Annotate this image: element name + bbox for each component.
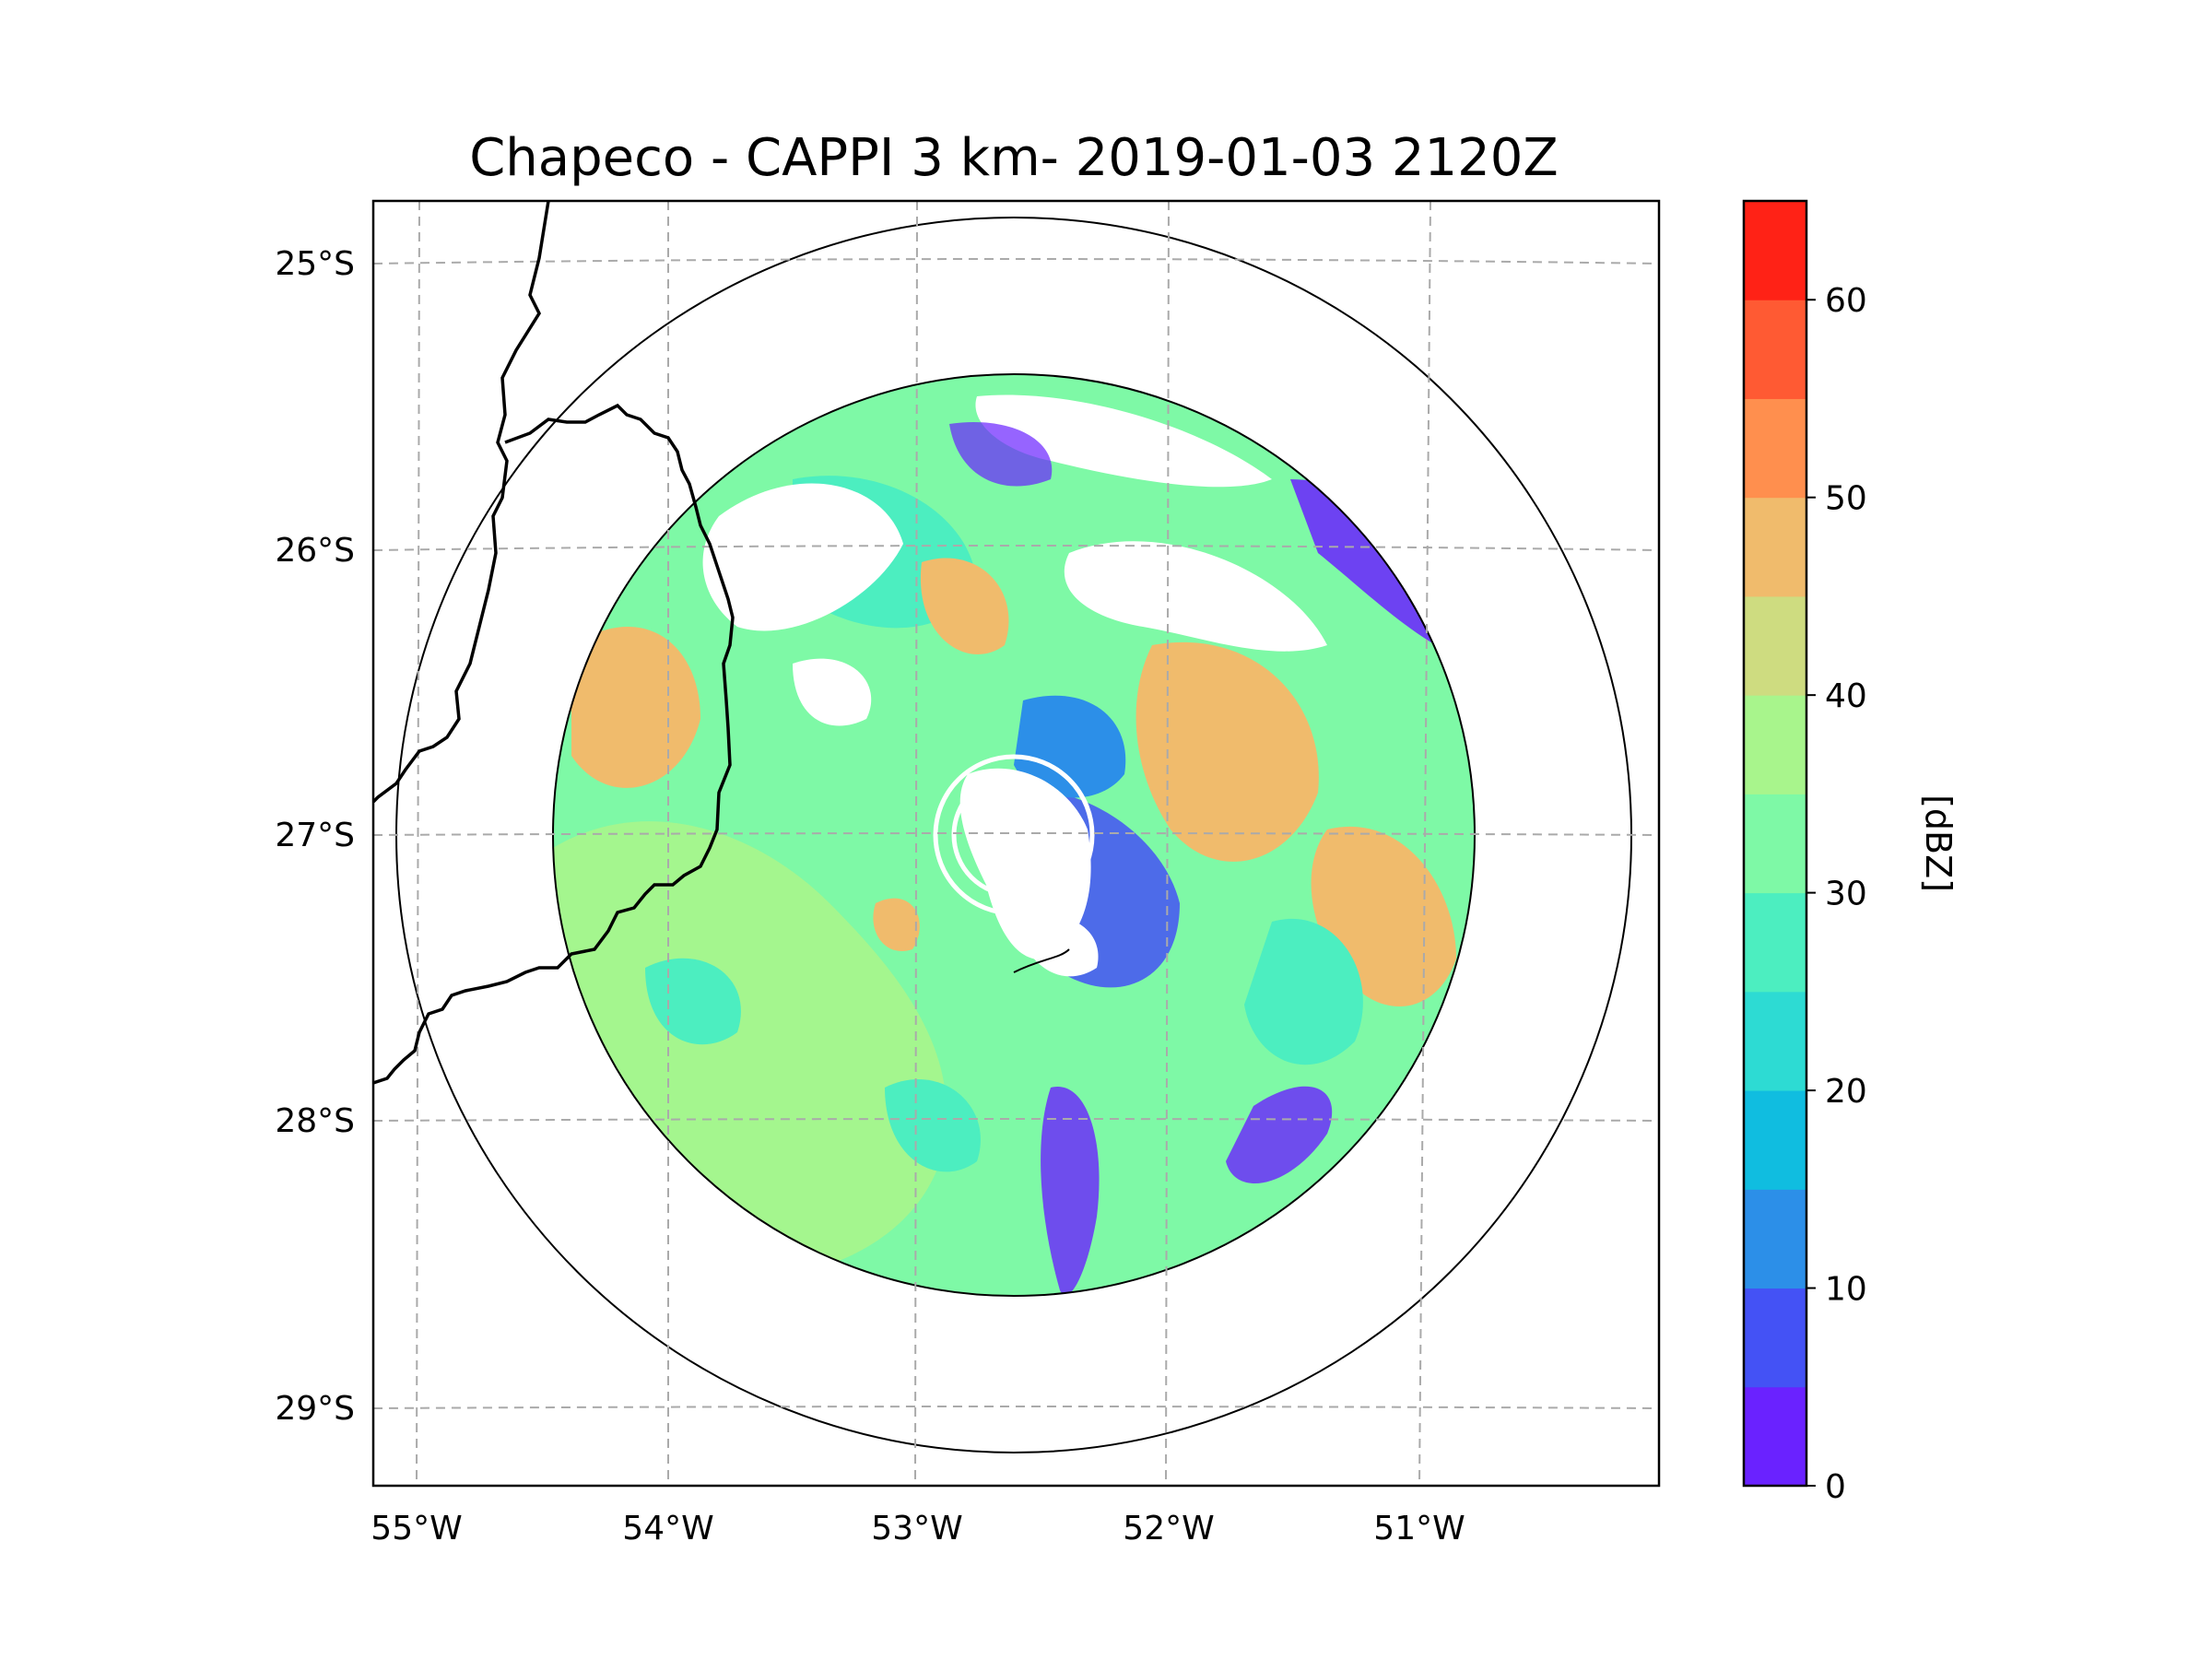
- colorbar-tick-label: 10: [1825, 1271, 1867, 1309]
- colorbar-level-9: [1744, 497, 1806, 597]
- colorbar-level-0: [1744, 1386, 1806, 1487]
- colorbar-level-10: [1744, 398, 1806, 499]
- map-frame: [371, 199, 1661, 1488]
- lat-tick-label: 26°S: [275, 532, 355, 570]
- colorbar-tick-label: 0: [1825, 1468, 1846, 1506]
- colorbar-tick-label: 20: [1825, 1073, 1867, 1111]
- colorbar-level-1: [1744, 1288, 1806, 1388]
- lon-tick-label: 51°W: [1373, 1510, 1465, 1547]
- lat-tick-label: 28°S: [275, 1102, 355, 1140]
- lat-tick-label: 25°S: [275, 245, 355, 283]
- colorbar-level-4: [1744, 991, 1806, 1091]
- colorbar-level-3: [1744, 1090, 1806, 1190]
- colorbar-frame: [1742, 199, 1808, 1488]
- colorbar-tick-label: 50: [1825, 480, 1867, 518]
- lon-tick-label: 54°W: [622, 1510, 713, 1547]
- radar-site-rings: [933, 754, 1095, 916]
- colorbar-tick-label: 30: [1825, 876, 1867, 913]
- colorbar-tick-label: 60: [1825, 282, 1867, 320]
- lon-tick-label: 55°W: [371, 1510, 462, 1547]
- longitude-labels: 55°W 54°W 53°W 52°W 51°W: [371, 1510, 1465, 1547]
- chart-title: Chapeco - CAPPI 3 km- 2019-01-03 2120Z: [469, 128, 1559, 188]
- colorbar-level-5: [1744, 892, 1806, 993]
- lon-tick-label: 52°W: [1123, 1510, 1214, 1547]
- colorbar-level-2: [1744, 1189, 1806, 1289]
- latitude-labels: 25°S 26°S 27°S 28°S 29°S: [275, 245, 355, 1428]
- graticule: [373, 201, 1659, 1486]
- colorbar-level-12: [1744, 201, 1806, 300]
- state-border-fragment: [1013, 948, 1070, 973]
- reflectivity-field: [553, 374, 1475, 1296]
- colorbar-level-7: [1744, 695, 1806, 794]
- colorbar-level-11: [1744, 300, 1806, 399]
- country-borders: [373, 201, 735, 1085]
- lon-tick-label: 53°W: [871, 1510, 962, 1547]
- colorbar: [1744, 201, 1806, 1487]
- lat-tick-label: 27°S: [275, 817, 355, 854]
- colorbar-level-8: [1744, 595, 1806, 696]
- map-area: [373, 201, 1659, 1486]
- colorbar-level-6: [1744, 794, 1806, 894]
- colorbar-ticks: 0 10 20 30 40 50 60: [1806, 282, 1867, 1506]
- colorbar-label: [dBZ]: [1918, 794, 1959, 892]
- colorbar-tick-label: 40: [1825, 677, 1867, 715]
- lat-tick-label: 29°S: [275, 1390, 355, 1428]
